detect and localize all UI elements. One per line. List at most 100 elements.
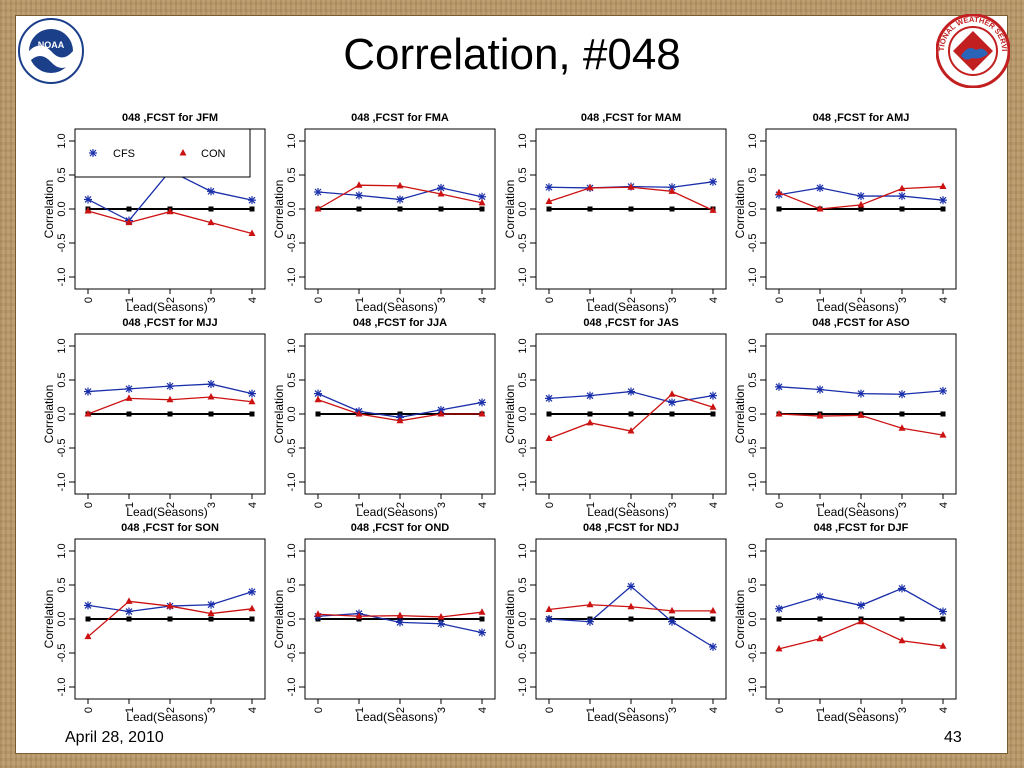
x-tick-label: 4 — [938, 297, 950, 303]
chart-panel: 048 ,FCST for NDJ -1.0 -0.5 0.0 0.5 1.0 Correl… — [503, 522, 727, 724]
zero-marker — [167, 411, 173, 417]
cfs-point — [586, 391, 594, 400]
y-tick-label: 0.0 — [747, 611, 759, 626]
con-point — [314, 205, 322, 212]
cfs-point — [437, 619, 445, 628]
con-point — [939, 182, 947, 190]
y-tick-label: 0.0 — [56, 201, 68, 216]
x-tick-label: 3 — [436, 707, 448, 713]
con-point — [775, 644, 783, 652]
y-tick-label: 1.0 — [286, 133, 298, 148]
x-tick-label: 0 — [313, 502, 325, 508]
zero-marker — [940, 411, 946, 417]
y-tick-label: -1.0 — [56, 473, 68, 492]
y-tick-label: 0.5 — [517, 167, 529, 182]
con-point — [125, 218, 133, 226]
con-point — [437, 612, 445, 620]
x-tick-label: 4 — [938, 707, 950, 713]
zero-marker — [710, 411, 716, 417]
con-point — [166, 207, 174, 215]
chart-panel: 048 ,FCST for MJJ -1.0 -0.5 0.0 0.5 1.0 Correl… — [42, 317, 266, 519]
zero-marker — [587, 206, 593, 212]
y-axis-label: Correlation — [733, 385, 747, 444]
con-point — [586, 418, 594, 426]
zero-marker — [899, 206, 905, 212]
con-point — [355, 181, 363, 188]
zero-marker — [669, 411, 675, 417]
x-tick-label: 4 — [247, 707, 259, 713]
cfs-point — [248, 196, 256, 205]
y-tick-label: -0.5 — [517, 439, 529, 458]
chart-panel: 048 ,FCST for ASO -1.0 -0.5 0.0 0.5 1.0 Correl… — [733, 317, 957, 519]
x-axis-label: Lead(Seasons) — [126, 300, 207, 314]
cfs-point — [939, 607, 947, 616]
cfs-point — [898, 584, 906, 593]
x-tick-label: 4 — [477, 502, 489, 508]
y-tick-label: 0.0 — [517, 201, 529, 216]
cfs-point — [248, 389, 256, 398]
y-tick-label: -0.5 — [56, 234, 68, 253]
cfs-point — [857, 192, 865, 201]
cfs-point — [84, 387, 92, 396]
y-tick-label: 1.0 — [517, 338, 529, 353]
cfs-point — [545, 394, 553, 403]
y-tick-label: -1.0 — [517, 473, 529, 492]
x-axis-label: Lead(Seasons) — [587, 710, 668, 724]
y-tick-label: -0.5 — [517, 644, 529, 663]
chart-title: 048 ,FCST for JAS — [583, 317, 678, 329]
chart-panel: 048 ,FCST for JFM -1.0 -0.5 0.0 0.5 1.0 Correl… — [42, 112, 266, 314]
y-tick-label: 0.5 — [747, 577, 759, 592]
legend-cfs-label: CFS — [113, 148, 135, 160]
cfs-point — [857, 601, 865, 610]
cfs-point — [125, 384, 133, 393]
con-point — [775, 410, 783, 417]
page-number: 43 — [944, 729, 962, 746]
con-point — [775, 188, 783, 196]
y-tick-label: 1.0 — [747, 543, 759, 558]
con-point — [166, 395, 174, 403]
chart-panel: 048 ,FCST for OND -1.0 -0.5 0.0 0.5 1.0 Correl… — [272, 522, 496, 724]
con-point — [125, 394, 133, 401]
y-tick-label: 0.5 — [286, 577, 298, 592]
x-tick-label: 4 — [708, 297, 720, 303]
zero-marker — [776, 616, 782, 622]
cfs-point — [314, 188, 322, 196]
chart-title: 048 ,FCST for MAM — [581, 112, 681, 124]
x-tick-label: 3 — [206, 297, 218, 303]
x-axis-label: Lead(Seasons) — [817, 710, 898, 724]
footer-date: April 28, 2010 — [65, 729, 164, 746]
legend-con-marker — [179, 149, 187, 156]
y-axis-label: Correlation — [503, 590, 517, 649]
x-tick-label: 1 — [815, 297, 827, 303]
zero-marker — [356, 206, 362, 212]
x-tick-label: 3 — [206, 502, 218, 508]
con-point — [248, 397, 256, 405]
chart-panel: 048 ,FCST for DJF -1.0 -0.5 0.0 0.5 1.0 Correl… — [733, 522, 957, 724]
y-tick-label: -0.5 — [747, 234, 759, 253]
x-tick-label: 3 — [667, 502, 679, 508]
y-tick-label: 0.0 — [747, 201, 759, 216]
zero-marker — [628, 411, 634, 417]
chart-panel: 048 ,FCST for JJA -1.0 -0.5 0.0 0.5 1.0 Correl… — [272, 317, 496, 519]
con-point — [396, 181, 404, 189]
cfs-point — [396, 195, 404, 204]
cfs-point — [207, 380, 215, 389]
zero-marker — [546, 206, 552, 212]
zero-marker — [397, 206, 403, 212]
x-tick-label: 0 — [544, 297, 556, 303]
con-point — [248, 229, 256, 236]
x-tick-label: 4 — [938, 502, 950, 508]
con-point — [125, 597, 133, 604]
zero-marker — [776, 206, 782, 212]
con-point — [545, 605, 553, 612]
legend-box — [74, 128, 251, 178]
con-point — [207, 393, 215, 400]
y-tick-label: 0.5 — [286, 372, 298, 387]
zero-marker — [126, 616, 132, 622]
y-tick-label: 0.0 — [56, 406, 68, 421]
y-tick-label: 1.0 — [747, 133, 759, 148]
con-point — [166, 602, 174, 609]
x-tick-label: 1 — [354, 707, 366, 713]
y-tick-label: 1.0 — [286, 543, 298, 558]
y-axis-label: Correlation — [503, 180, 517, 239]
